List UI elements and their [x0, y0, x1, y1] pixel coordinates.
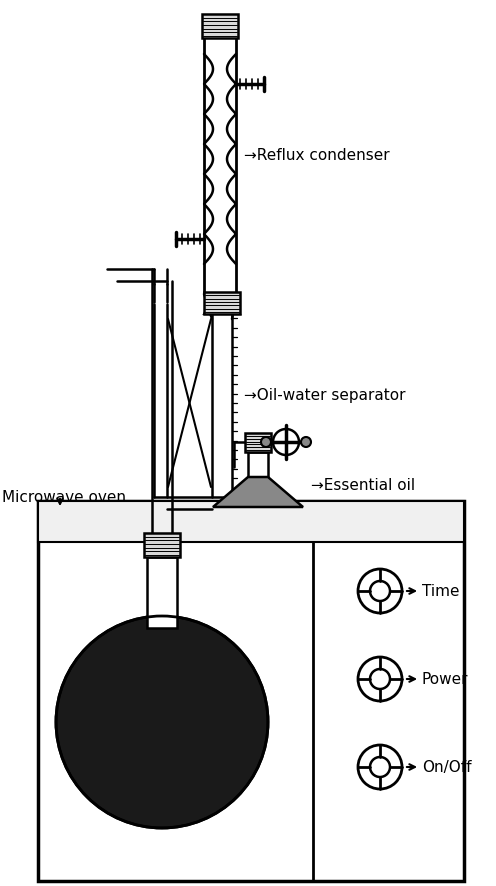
Circle shape	[358, 745, 402, 789]
Text: On/Off: On/Off	[422, 759, 472, 774]
Bar	[38, 501, 464, 542]
Polygon shape	[204, 298, 240, 315]
Bar	[147, 557, 177, 628]
Circle shape	[358, 657, 402, 701]
Circle shape	[301, 438, 311, 447]
Bar	[202, 15, 238, 39]
Circle shape	[273, 430, 299, 455]
Circle shape	[358, 570, 402, 613]
Circle shape	[370, 758, 390, 777]
Circle shape	[56, 617, 268, 828]
Bar	[245, 433, 271, 453]
Circle shape	[370, 581, 390, 602]
Polygon shape	[213, 478, 303, 508]
Text: Microwave oven: Microwave oven	[2, 489, 126, 504]
Bar	[204, 292, 240, 315]
Bar	[38, 501, 464, 881]
Circle shape	[261, 438, 271, 447]
Text: Power: Power	[422, 672, 469, 687]
Text: Time: Time	[422, 584, 459, 599]
Bar	[144, 533, 180, 557]
Text: →Essential oil: →Essential oil	[311, 477, 415, 492]
Text: →Oil-water separator: →Oil-water separator	[244, 387, 406, 402]
Circle shape	[370, 669, 390, 689]
Text: →Reflux condenser: →Reflux condenser	[244, 147, 390, 162]
